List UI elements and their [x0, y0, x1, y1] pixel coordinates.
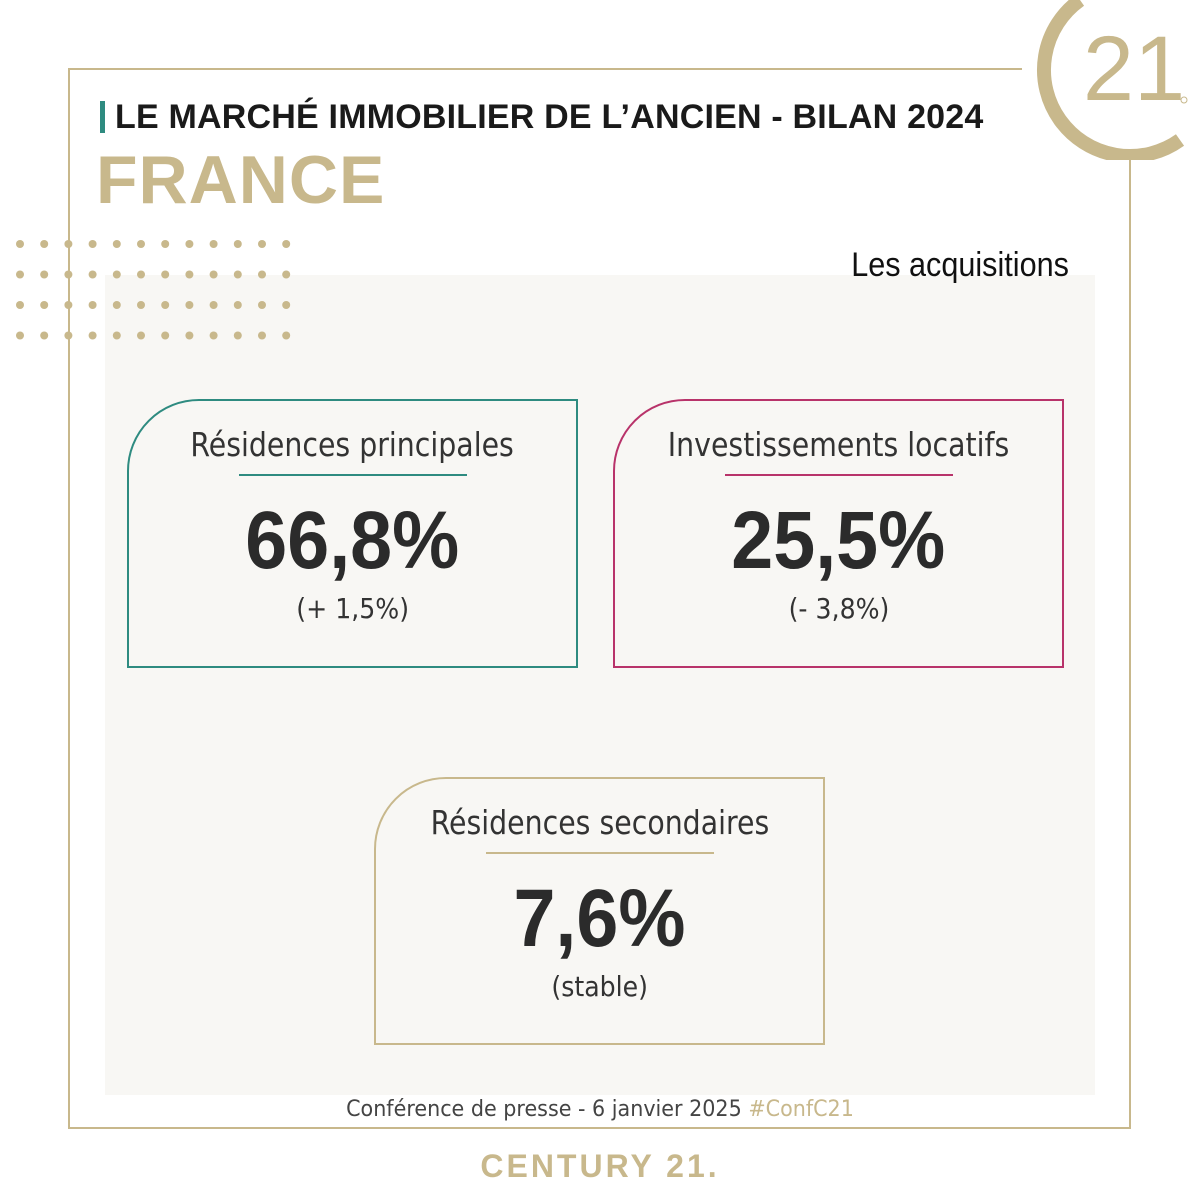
decorative-dot [209, 331, 218, 340]
decorative-dot [88, 301, 97, 309]
decorative-dot [112, 301, 121, 309]
decorative-dot [185, 331, 194, 340]
decorative-dot [16, 301, 24, 309]
page-title: LE MARCHÉ IMMOBILIER DE L’ANCIEN - BILAN… [100, 92, 992, 142]
decorative-dot [112, 331, 121, 340]
decorative-dot [233, 331, 242, 340]
decorative-dot [40, 240, 49, 248]
decorative-dot [258, 331, 266, 340]
decorative-dot [258, 301, 266, 309]
decorative-dot [161, 301, 170, 309]
decorative-dot [64, 270, 73, 279]
decorative-dot [16, 270, 24, 279]
decorative-dot [233, 240, 242, 248]
decorative-dot [112, 270, 121, 279]
card-label: Résidences principales [190, 425, 515, 464]
decorative-dot [16, 331, 24, 340]
decorative-dot [40, 331, 49, 340]
decorative-dot [161, 331, 170, 340]
card-label: Investissements locatifs [667, 425, 1010, 464]
decorative-dot [282, 240, 291, 248]
decorative-dot [88, 240, 97, 248]
decorative-dot [112, 240, 121, 248]
decorative-dot [64, 301, 73, 309]
card-change: (stable) [551, 970, 648, 1003]
decorative-dot [161, 240, 170, 248]
card-divider [724, 474, 953, 476]
card-divider [485, 852, 714, 854]
card-label: Résidences secondaires [430, 803, 769, 842]
decorative-dot [185, 301, 194, 309]
card-change: (- 3,8%) [788, 592, 889, 625]
page-title-text: LE MARCHÉ IMMOBILIER DE L’ANCIEN - BILAN… [115, 97, 984, 136]
decorative-dot [185, 270, 194, 279]
footer-text: Conférence de presse - 6 janvier 2025 [346, 1097, 742, 1122]
brand-wordmark: CENTURY 21. [480, 1148, 720, 1184]
decorative-dot [137, 301, 145, 309]
decorative-dot [16, 240, 24, 248]
decorative-dot [64, 331, 73, 340]
card-residences-principales: Résidences principales 66,8% (+ 1,5%) [127, 399, 578, 668]
card-investissements-locatifs: Investissements locatifs 25,5% (- 3,8%) [613, 399, 1064, 668]
decorative-dot [233, 270, 242, 279]
logo-number: 21 [1083, 18, 1185, 120]
card-residences-secondaires: Résidences secondaires 7,6% (stable) [374, 777, 825, 1045]
card-divider [238, 474, 467, 476]
footer-hashtag: #ConfC21 [748, 1097, 854, 1122]
title-accent-bar [100, 101, 105, 133]
card-change: (+ 1,5%) [296, 592, 409, 625]
decorative-dot [282, 331, 291, 340]
decorative-dot [185, 240, 194, 248]
decorative-dot [88, 331, 97, 340]
decorative-dot [137, 270, 145, 279]
decorative-dot [40, 270, 49, 279]
decorative-dot [258, 240, 266, 248]
decorative-dot [209, 270, 218, 279]
decorative-dot [233, 301, 242, 309]
decorative-dot [88, 270, 97, 279]
country-heading: FRANCE [96, 140, 394, 220]
card-value: 66,8% [245, 495, 460, 586]
decorative-dot [137, 240, 145, 248]
card-value: 7,6% [513, 873, 686, 964]
decorative-dot [64, 240, 73, 248]
section-title: Les acquisitions [851, 246, 1069, 284]
decorative-dot [258, 270, 266, 279]
decorative-dot [209, 301, 218, 309]
decorative-dot [282, 301, 291, 309]
card-value: 25,5% [731, 495, 946, 586]
decorative-dot [40, 301, 49, 309]
decorative-dots [16, 240, 291, 340]
decorative-dot [209, 240, 218, 248]
outer-frame [68, 68, 1131, 1129]
decorative-dot [161, 270, 170, 279]
century21-seal-icon: 21 [1022, 0, 1200, 160]
decorative-dot [137, 331, 145, 340]
decorative-dot [282, 270, 291, 279]
footer-caption: Conférence de presse - 6 janvier 2025 #C… [36, 1097, 1164, 1122]
